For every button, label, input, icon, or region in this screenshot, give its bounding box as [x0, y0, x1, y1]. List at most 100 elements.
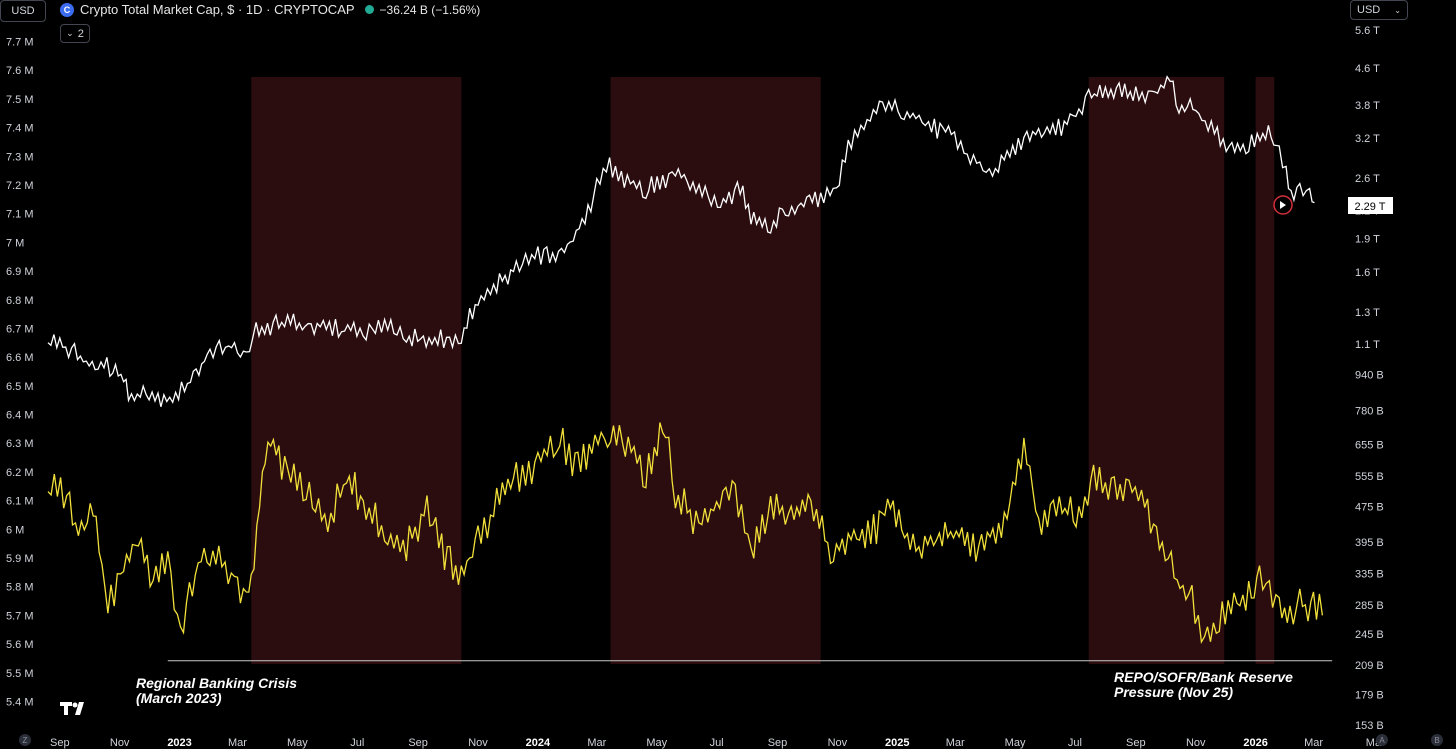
- x-axis-tick-label: Sep: [408, 737, 428, 749]
- left-currency-button[interactable]: USD: [0, 0, 46, 22]
- left-axis-tick-label: 7.6 M: [6, 65, 34, 77]
- left-axis-tick-label: 6.5 M: [6, 381, 34, 393]
- x-axis-ticks: Sep Nov 2023 Mar May Jul Sep Nov 2024 Mar May Jul Se…: [50, 737, 1382, 749]
- right-axis-tick-label: 655 B: [1355, 439, 1384, 451]
- chevron-down-icon: ⌄: [1394, 5, 1401, 15]
- tradingview-logo-icon: [60, 702, 84, 715]
- right-currency-label: USD: [1357, 4, 1381, 16]
- left-axis-tick-label: 7.3 M: [6, 151, 34, 163]
- annotation-repo-pressure: REPO/SOFR/Bank Reserve Pressure (Nov 25): [1114, 670, 1293, 700]
- left-axis-tick-label: 7.5 M: [6, 94, 34, 106]
- indicator-count: 2: [77, 27, 84, 40]
- left-axis-tick-label: 7.7 M: [6, 36, 34, 48]
- x-axis-tick-label: Nov: [468, 737, 488, 749]
- left-axis-tick-label: 5.9 M: [6, 553, 34, 565]
- x-axis-tick-label: 2023: [167, 737, 191, 749]
- x-axis-tick-label: May: [1005, 737, 1026, 749]
- left-axis-tick-label: 6.2 M: [6, 467, 34, 479]
- x-axis-tick-label: Mar: [228, 737, 247, 749]
- annotation-line: Regional Banking Crisis: [136, 675, 298, 691]
- shaded-periods: [251, 77, 1275, 664]
- right-axis-tick-label: 1.6 T: [1355, 267, 1380, 279]
- shaded-period: [1088, 77, 1225, 664]
- last-price-marker: [1273, 195, 1293, 215]
- last-price-arrow-icon: [1280, 201, 1286, 209]
- left-axis-tick-label: 5.6 M: [6, 639, 34, 651]
- price-change: −36.24 B (−1.56%): [379, 2, 481, 17]
- left-axis-tick-label: 7.1 M: [6, 209, 34, 221]
- right-axis-tick-label: 285 B: [1355, 600, 1384, 612]
- right-axis-tick-label: 3.2 T: [1355, 133, 1380, 145]
- x-axis-tick-label: Nov: [1186, 737, 1206, 749]
- x-axis-tick-label: Jul: [710, 737, 724, 749]
- right-axis-tick-label: 1.1 T: [1355, 339, 1380, 351]
- zoom-corner-button[interactable]: Z: [19, 734, 31, 746]
- left-axis-tick-label: 5.8 M: [6, 582, 34, 594]
- x-axis-tick-label: Jul: [1068, 737, 1082, 749]
- right-axis-tick-label: 245 B: [1355, 629, 1384, 641]
- x-axis-tick-label: 2026: [1243, 737, 1267, 749]
- right-axis-tick-label: 209 B: [1355, 660, 1384, 672]
- series-line-white: [47, 75, 1315, 407]
- x-axis-tick-label: Mar: [1304, 737, 1323, 749]
- annotation-line: REPO/SOFR/Bank Reserve: [1114, 669, 1293, 685]
- x-axis-tick-label: Jul: [350, 737, 364, 749]
- x-axis-tick-label: Mar: [587, 737, 606, 749]
- left-axis-tick-label: 6.6 M: [6, 352, 34, 364]
- x-axis-tick-label: May: [287, 737, 308, 749]
- right-axis-tick-label: 1.9 T: [1355, 234, 1380, 246]
- x-axis-tick-label: Sep: [50, 737, 70, 749]
- left-axis-tick-label: 5.5 M: [6, 668, 34, 680]
- symbol-title: Crypto Total Market Cap, $ · 1D · CRYPTO…: [80, 2, 355, 17]
- right-axis-tick-label: 2.6 T: [1355, 173, 1380, 185]
- annotation-line: Pressure (Nov 25): [1114, 684, 1234, 700]
- shaded-period: [251, 77, 462, 664]
- x-axis-tick-label: Nov: [828, 737, 848, 749]
- right-axis-tick-label: 3.8 T: [1355, 100, 1380, 112]
- left-axis-tick-label: 7.2 M: [6, 180, 34, 192]
- annotation-line: (March 2023): [136, 690, 222, 706]
- left-axis-ticks: 7.7 M 7.6 M 7.5 M 7.4 M 7.3 M 7.2 M 7.1 M 7 M 6.…: [6, 36, 34, 708]
- x-axis-tick-label: 2025: [885, 737, 909, 749]
- auto-scale-button[interactable]: A: [1376, 734, 1388, 746]
- shaded-period: [610, 77, 821, 664]
- x-axis-tick-label: Sep: [768, 737, 788, 749]
- right-axis-tick-label: 179 B: [1355, 690, 1384, 702]
- x-axis-tick-label: Sep: [1126, 737, 1146, 749]
- left-axis-tick-label: 6.7 M: [6, 323, 34, 335]
- left-axis-tick-label: 6.1 M: [6, 496, 34, 508]
- shaded-period: [1255, 77, 1275, 664]
- x-axis-tick-label: 2024: [526, 737, 551, 749]
- right-axis-tick-label: 940 B: [1355, 370, 1384, 382]
- series-line-yellow: [47, 422, 1324, 645]
- right-axis-tick-label: 335 B: [1355, 569, 1384, 581]
- right-axis-tick-label: 5.6 T: [1355, 25, 1380, 37]
- right-currency-button[interactable]: USD ⌄: [1350, 0, 1408, 20]
- left-axis-tick-label: 6 M: [6, 524, 24, 536]
- market-status-dot-icon: [364, 5, 374, 14]
- scale-mode-button[interactable]: B: [1431, 734, 1443, 746]
- last-value-text: 2.29 T: [1355, 201, 1386, 213]
- right-axis-tick-label: 395 B: [1355, 537, 1384, 549]
- right-axis-tick-label: 1.3 T: [1355, 307, 1380, 319]
- left-axis-tick-label: 6.4 M: [6, 410, 34, 422]
- right-axis-tick-label: 4.6 T: [1355, 63, 1380, 75]
- symbol-header: C Crypto Total Market Cap, $ · 1D · CRYP…: [60, 2, 480, 17]
- x-axis-tick-label: Nov: [110, 737, 130, 749]
- right-axis-tick-label: 475 B: [1355, 501, 1384, 513]
- last-value-label: 2.29 T: [1348, 197, 1393, 214]
- left-axis-tick-label: 6.3 M: [6, 438, 34, 450]
- annotation-banking-crisis: Regional Banking Crisis (March 2023): [136, 676, 297, 706]
- left-axis-tick-label: 5.7 M: [6, 610, 34, 622]
- right-axis-tick-label: 153 B: [1355, 720, 1384, 732]
- x-axis-tick-label: Mar: [946, 737, 965, 749]
- left-axis-tick-label: 6.9 M: [6, 266, 34, 278]
- cryptocap-coin-icon: C: [60, 2, 74, 17]
- left-axis-tick-label: 5.4 M: [6, 697, 34, 709]
- chevron-down-icon: ⌄: [66, 28, 74, 38]
- left-axis-tick-label: 7 M: [6, 237, 24, 249]
- right-axis-ticks: 5.6 T4.6 T3.8 T3.2 T2.6 T2.2 T1.9 T1.6 T…: [1355, 25, 1384, 732]
- collapse-indicators-button[interactable]: ⌄ 2: [60, 24, 90, 43]
- right-axis-tick-label: 780 B: [1355, 406, 1384, 418]
